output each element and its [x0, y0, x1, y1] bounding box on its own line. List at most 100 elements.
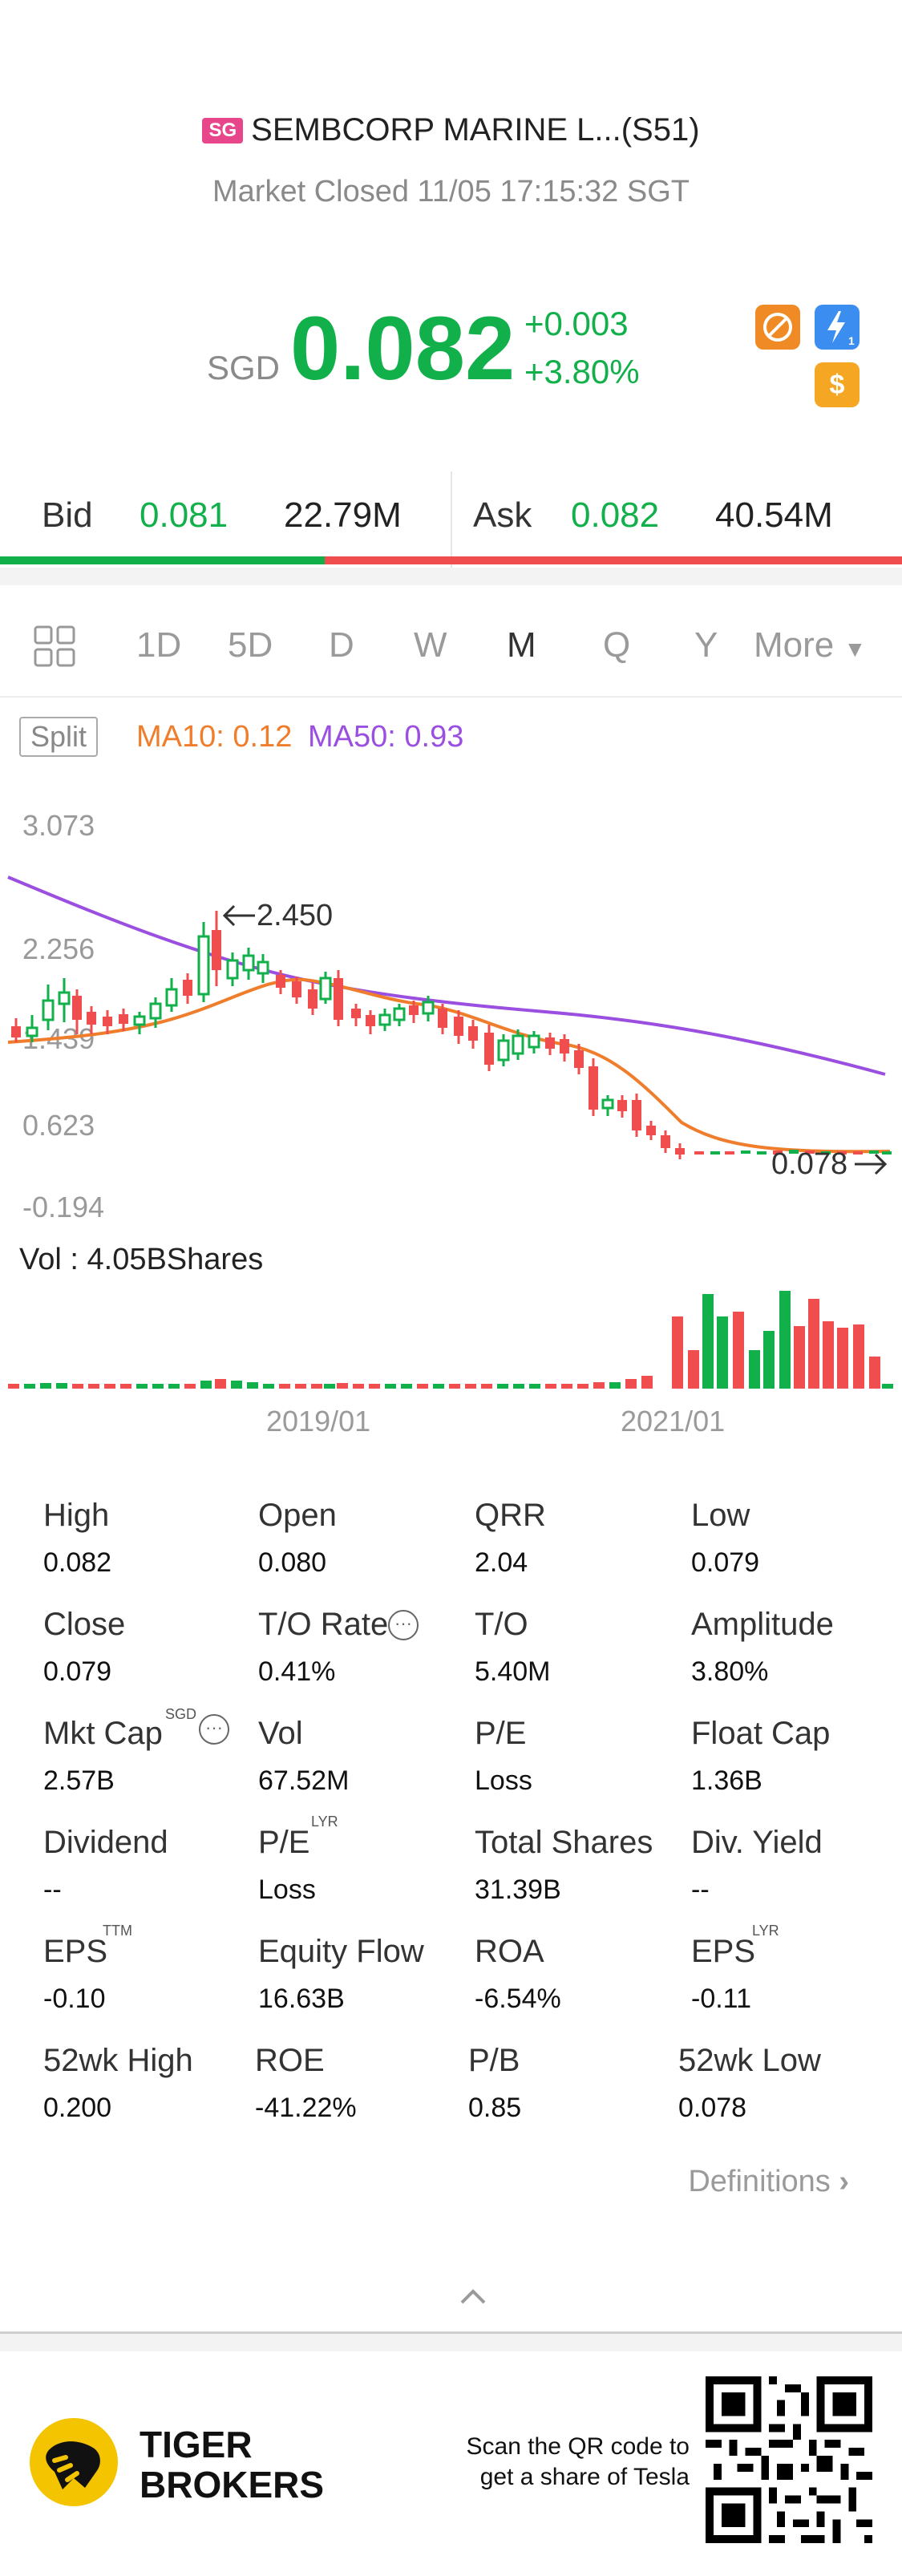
exchange-badge: SG [202, 117, 244, 144]
qr-caption-line2: get a share of Tesla [479, 2464, 690, 2490]
ma50-line [7, 876, 886, 1076]
tab-q[interactable]: Q [603, 625, 631, 665]
split-toggle[interactable]: Split [19, 717, 99, 757]
stat-52wk-high-label: 52wk High [43, 2043, 193, 2078]
tab-y[interactable]: Y [694, 625, 718, 665]
low-marker-value: 0.078 [771, 1147, 847, 1181]
tab-more[interactable]: More ▼ [754, 625, 866, 665]
stat-div-yield-value: -- [691, 1874, 710, 1905]
stat-52wk-low-value: 0.078 [678, 2093, 747, 2123]
definitions-label: Definitions [688, 2165, 831, 2198]
more-info-icon[interactable]: ··· [388, 1610, 419, 1640]
ma50-value: MA50: 0.93 [308, 720, 464, 754]
bid-label: Bid [42, 495, 93, 535]
y-tick-4: 0.623 [22, 1109, 95, 1142]
stat-to-rate-value: 0.41% [258, 1656, 336, 1687]
stat-close-label: Close [43, 1607, 126, 1642]
stat-equity-flow-value: 16.63B [258, 1984, 345, 2014]
stat-to-label: T/O [475, 1607, 528, 1642]
stat-pb-label: P/B [468, 2043, 520, 2078]
stat-vol-label: Vol [258, 1716, 303, 1751]
stat-mkt-cap-label: Mkt Cap [43, 1716, 163, 1751]
header: SG SEMBCORP MARINE L...(S51) Market Close… [0, 0, 902, 233]
bid-size: 22.79M [284, 495, 402, 535]
stat-52wk-low-label: 52wk Low [678, 2043, 821, 2078]
stat-eps-ttm-label: EPS [43, 1934, 108, 1969]
caret-down-icon: ▼ [843, 637, 867, 661]
y-axis-labels: 3.073 2.256 1.439 0.623 -0.194 [22, 809, 104, 1223]
x-tick-1: 2019/01 [266, 1405, 371, 1438]
lightning-1-icon[interactable]: 1 [815, 305, 860, 350]
stat-pe-value: Loss [475, 1765, 532, 1796]
price-change-pct: +3.80% [524, 353, 640, 390]
stat-qrr-label: QRR [475, 1498, 546, 1533]
stat-eps-lyr-label: EPS [691, 1934, 756, 1969]
stat-vol-value: 67.52M [258, 1765, 350, 1796]
stat-low-label: Low [691, 1498, 750, 1533]
qr-caption-line1: Scan the QR code to [466, 2433, 690, 2460]
ask-price: 0.082 [571, 495, 660, 535]
dollar-icon[interactable]: $ [815, 362, 860, 407]
stat-52wk-high-value: 0.200 [43, 2093, 112, 2123]
stat-float-cap-label: Float Cap [691, 1716, 831, 1751]
bid-ask-panel: Bid 0.081 22.79M Ask 0.082 40.54M [0, 471, 902, 568]
stock-title[interactable]: SEMBCORP MARINE L...(S51) [251, 112, 700, 148]
stat-open-value: 0.080 [258, 1547, 327, 1578]
stat-roa-label: ROA [475, 1934, 544, 1969]
stat-eps-ttm-value: -0.10 [43, 1984, 106, 2014]
bid-price: 0.081 [140, 495, 229, 535]
stat-dividend-value: -- [43, 1874, 62, 1905]
x-tick-2: 2021/01 [621, 1405, 726, 1438]
no-short-icon[interactable] [755, 305, 800, 350]
footer-divider [0, 2331, 902, 2334]
price-change: +0.003 [524, 305, 629, 342]
tabs-divider [0, 696, 902, 698]
stat-total-shares-value: 31.39B [475, 1874, 561, 1905]
low-marker: 0.078 [771, 1147, 888, 1181]
layout-grid-icon[interactable] [32, 624, 77, 669]
stat-low-value: 0.079 [691, 1547, 760, 1578]
stat-mkt-cap-value: 2.57B [43, 1765, 115, 1796]
stat-open-label: Open [258, 1498, 337, 1533]
stat-close-value: 0.079 [43, 1656, 112, 1687]
tiger-brokers-logo-icon [30, 2418, 118, 2506]
more-info-icon[interactable]: ··· [199, 1714, 229, 1745]
high-marker: 2.450 [222, 899, 333, 932]
definitions-link[interactable]: Definitions › [688, 2165, 849, 2199]
qr-code-image[interactable] [706, 2376, 872, 2543]
indicator-row: Split MA10: 0.12 MA50: 0.93 [0, 712, 902, 760]
y-tick-1: 3.073 [22, 809, 95, 842]
market-status: Market Closed 11/05 17:15:32 SGT [212, 175, 690, 208]
stat-roe-value: -41.22% [255, 2093, 357, 2123]
stat-to-value: 5.40M [475, 1656, 551, 1687]
chevron-right-icon: › [839, 2165, 849, 2198]
stat-qrr-value: 2.04 [475, 1547, 528, 1578]
stat-high-label: High [43, 1498, 110, 1533]
pe-lyr-sup: LYR [311, 1814, 338, 1830]
tab-more-label: More [754, 625, 835, 665]
y-tick-2: 2.256 [22, 932, 95, 965]
stat-eps-lyr-value: -0.11 [691, 1984, 751, 2014]
stat-dividend-label: Dividend [43, 1825, 168, 1860]
mkt-cap-currency-sup: SGD [165, 1706, 197, 1722]
eps-ttm-sup: TTM [103, 1923, 132, 1939]
ask-label: Ask [473, 495, 532, 535]
tab-w[interactable]: W [414, 625, 447, 665]
stat-equity-flow-label: Equity Flow [258, 1934, 424, 1969]
eps-lyr-sup: LYR [752, 1923, 779, 1939]
tab-5d[interactable]: 5D [228, 625, 273, 665]
collapse-chevron-up-icon[interactable] [457, 2283, 489, 2307]
tab-1d[interactable]: 1D [136, 625, 182, 665]
price-row: SGD 0.082 +0.003 +3.80% 1 $ [0, 304, 902, 407]
stat-pe-lyr-label: P/E [258, 1825, 310, 1860]
stat-div-yield-label: Div. Yield [691, 1825, 823, 1860]
tab-d[interactable]: D [329, 625, 354, 665]
volume-bars [8, 1291, 893, 1389]
stat-roa-value: -6.54% [475, 1984, 561, 2014]
y-tick-5: -0.194 [22, 1191, 104, 1223]
ask-size: 40.54M [715, 495, 833, 535]
tab-m[interactable]: M [507, 625, 536, 665]
price-chart[interactable]: 3.073 2.256 1.439 0.623 -0.194 [0, 794, 902, 1403]
stat-amplitude-value: 3.80% [691, 1656, 769, 1687]
candlesticks [11, 911, 892, 1159]
